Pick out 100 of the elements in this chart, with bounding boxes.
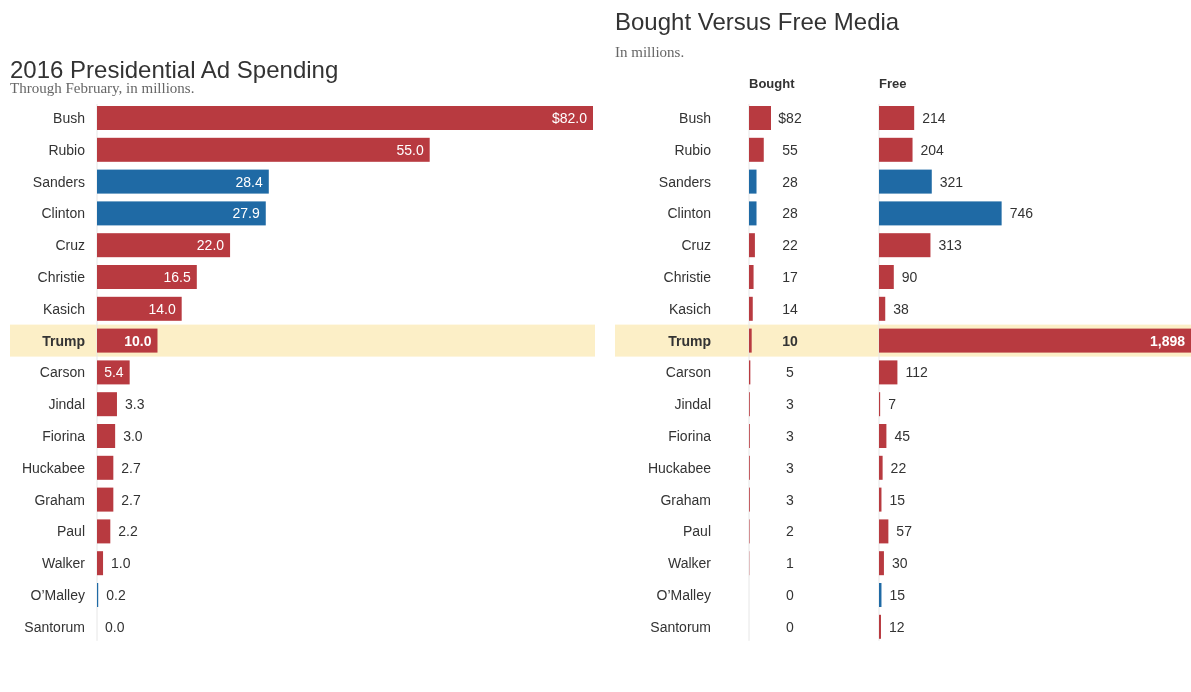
- data-label: 0.2: [106, 586, 126, 603]
- data-label: 28: [782, 173, 798, 190]
- data-label: 3: [786, 491, 795, 508]
- y-tick-label: Walker: [41, 555, 86, 572]
- y-tick-label: Carson: [39, 364, 85, 381]
- bar: [749, 296, 753, 321]
- data-label: 28.4: [235, 173, 263, 190]
- data-label: 5.4: [104, 364, 124, 381]
- bar: [879, 424, 887, 448]
- bar: [879, 265, 894, 289]
- bar: [879, 296, 886, 321]
- data-label: 3: [786, 396, 795, 413]
- chart-title: 2016 Presidential Ad Spending: [10, 56, 339, 83]
- data-label: 14: [782, 300, 798, 317]
- chart-subtitle: In millions.: [615, 44, 685, 60]
- bar: [97, 137, 430, 162]
- data-label: 746: [1009, 205, 1034, 222]
- bar: [879, 137, 913, 162]
- y-tick-label: Trump: [42, 332, 85, 349]
- y-tick-label: Jindal: [674, 396, 711, 413]
- data-label: 17: [782, 268, 798, 285]
- bar: [749, 328, 752, 353]
- data-label: 28: [782, 205, 798, 222]
- data-label: 0: [786, 618, 795, 635]
- bar: [879, 106, 915, 130]
- data-label: 2.7: [121, 491, 142, 508]
- data-label: 112: [905, 364, 928, 381]
- y-tick-label: Paul: [56, 523, 85, 540]
- y-tick-label: Jindal: [48, 396, 85, 413]
- bar: [749, 265, 754, 289]
- bar: [879, 233, 931, 258]
- data-label: $82: [778, 109, 802, 126]
- y-tick-label: Fiorina: [668, 427, 712, 444]
- y-tick-label: Huckabee: [21, 459, 86, 476]
- data-label: 313: [938, 237, 963, 254]
- data-label: 55.0: [396, 141, 424, 158]
- y-tick-label: Huckabee: [647, 459, 712, 476]
- y-tick-label: Cruz: [681, 237, 711, 254]
- data-label: 22: [782, 237, 798, 254]
- bar: [97, 455, 114, 480]
- y-tick-label: Christie: [663, 268, 712, 285]
- data-label: 12: [888, 618, 905, 635]
- data-label: 3.3: [124, 396, 145, 413]
- bar: [749, 201, 757, 226]
- data-label: 15: [889, 491, 906, 508]
- data-label: 14.0: [148, 300, 176, 317]
- bar: [879, 169, 932, 194]
- data-label: 10.0: [124, 332, 152, 349]
- bar: [97, 265, 197, 289]
- bar: [749, 233, 755, 258]
- data-label: 3: [786, 427, 795, 444]
- y-tick-label: Cruz: [55, 237, 85, 254]
- y-tick-label: Rubio: [48, 141, 86, 158]
- data-label: 30: [891, 555, 908, 572]
- data-label: 22.0: [196, 237, 225, 254]
- data-label: 38: [893, 300, 910, 317]
- y-tick-label: Christie: [37, 268, 86, 285]
- y-tick-label: Fiorina: [42, 427, 86, 444]
- data-label: 204: [920, 141, 945, 158]
- x-axis-title: Free: [879, 76, 907, 91]
- bar: [97, 487, 114, 512]
- data-label: 55: [782, 141, 798, 158]
- y-tick-label: Kasich: [668, 300, 711, 317]
- data-label: 90: [901, 268, 918, 285]
- data-label: $82.0: [551, 109, 588, 126]
- y-tick-label: Santorum: [24, 618, 85, 635]
- y-tick-label: Carson: [665, 364, 711, 381]
- y-tick-label: Paul: [682, 523, 711, 540]
- bar: [97, 169, 269, 194]
- bar: [97, 233, 231, 258]
- bar: [749, 137, 764, 162]
- bar: [97, 296, 182, 321]
- y-tick-label: Bush: [53, 109, 85, 126]
- y-tick-label: Bush: [679, 109, 711, 126]
- data-label: 0.0: [105, 618, 125, 635]
- data-label: 2: [786, 523, 795, 540]
- bar: [97, 392, 117, 417]
- bar: [749, 169, 757, 194]
- data-label: 15: [889, 586, 906, 603]
- y-tick-label: O’Malley: [656, 586, 711, 603]
- bar: [97, 106, 593, 130]
- data-label: 321: [939, 173, 964, 190]
- y-tick-label: O’Malley: [30, 586, 85, 603]
- bar: [97, 201, 266, 226]
- bar: [879, 201, 1002, 226]
- data-label: 1: [786, 555, 795, 572]
- y-tick-label: Sanders: [32, 173, 85, 190]
- data-label: 2.7: [121, 459, 142, 476]
- y-tick-label: Walker: [667, 555, 712, 572]
- chart-subtitle: Through February, in millions.: [10, 80, 195, 96]
- y-tick-label: Clinton: [667, 205, 711, 222]
- data-label: 1.0: [111, 555, 131, 572]
- data-label: 5: [786, 364, 795, 381]
- data-label: 22: [890, 459, 907, 476]
- x-axis-title: Bought: [749, 76, 796, 91]
- y-tick-label: Trump: [668, 332, 711, 349]
- data-label: 2.2: [118, 523, 138, 540]
- bar: [97, 551, 104, 576]
- bar: [879, 519, 889, 544]
- data-label: 10: [782, 332, 798, 349]
